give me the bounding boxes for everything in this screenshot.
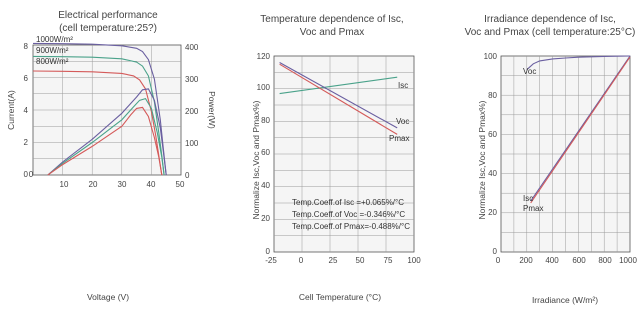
series-line-voc xyxy=(526,55,631,71)
chart1-ytick-right: 200 xyxy=(185,107,199,116)
chart1-ytick-right: 0 xyxy=(185,171,190,180)
chart2-annotation-isc: Temp.Coeff.of Isc =+0.065%/°C xyxy=(292,198,404,207)
chart2-series-label-isc: Isc xyxy=(398,81,408,90)
chart1-ytick-right: 300 xyxy=(185,75,199,84)
chart3-series xyxy=(526,55,631,204)
chart1-ylabel-right: Power(W) xyxy=(207,91,217,129)
chart1-ytick-left: 2 xyxy=(24,138,29,147)
chart1-ylabel-left: Current(A) xyxy=(6,90,16,130)
chart3-ylabel: Normalize Isc,Voc and Pmax%) xyxy=(477,100,487,219)
chart2-title: Temperature dependence of Isc, xyxy=(260,14,403,25)
chart1-title: Electrical performance xyxy=(58,10,158,21)
chart2-xtick: 50 xyxy=(356,256,365,265)
series-line-voc xyxy=(279,62,398,129)
chart2-xtick: 25 xyxy=(329,256,338,265)
chart1-legend-1000: 1000W/m² xyxy=(36,35,73,44)
chart3-title: Irradiance dependence of Isc, xyxy=(484,14,616,25)
power-curve-4 xyxy=(47,97,165,176)
chart2-xtick: 0 xyxy=(299,256,304,265)
chart2-xtick: 100 xyxy=(407,256,421,265)
chart1-legend-800: 800W/m² xyxy=(36,57,69,66)
chart2-ytick: 80 xyxy=(261,116,270,125)
chart1-xtick: 20 xyxy=(89,180,98,189)
chart-irradiance-dependence: Irradiance dependence of Isc, Voc and Pm… xyxy=(465,14,638,305)
iv-curve-2 xyxy=(32,70,163,176)
chart3-xtick: 1000 xyxy=(619,256,637,265)
chart1-ytick-left: 8 xyxy=(24,42,29,51)
series-line-isc xyxy=(279,76,398,95)
chart1-subtitle: (cell temperature:25?) xyxy=(59,23,157,34)
chart3-ytick: 0 xyxy=(493,247,498,256)
chart1-ytick-left: 4 xyxy=(24,106,29,115)
iv-curve-1 xyxy=(32,55,165,176)
chart3-grid xyxy=(501,56,630,252)
chart2-series xyxy=(279,62,398,135)
power-curve-5 xyxy=(47,106,163,176)
chart2-grid xyxy=(274,56,414,252)
chart2-annotation-voc: Temp.Coeff.of Voc =-0.346%/°C xyxy=(292,210,405,219)
chart3-ytick: 80 xyxy=(488,91,497,100)
series-line-pmax xyxy=(279,63,398,135)
chart3-series-label-voc: Voc xyxy=(523,67,536,76)
chart-temperature-dependence: Temperature dependence of Isc, Voc and P… xyxy=(251,14,421,302)
chart3-ytick: 100 xyxy=(484,52,498,61)
chart2-ytick: 0 xyxy=(266,247,271,256)
chart1-ytick-left: 6 xyxy=(24,74,29,83)
chart3-xtick: 800 xyxy=(598,256,612,265)
chart3-xtick: 400 xyxy=(545,256,559,265)
chart3-xtick: 0 xyxy=(496,256,501,265)
chart1-xtick: 0 xyxy=(29,170,34,179)
chart3-xtick: 600 xyxy=(572,256,586,265)
chart1-ticks: 0 10 20 30 40 50 0 2 4 6 8 0 100 200 300… xyxy=(24,42,199,189)
chart2-annotation-pmax: Temp.Coeff.of Pmax=-0.488%/°C xyxy=(292,222,410,231)
chart1-xtick: 30 xyxy=(118,180,127,189)
chart1-xtick: 10 xyxy=(60,180,69,189)
chart1-xtick: 50 xyxy=(176,180,185,189)
iv-curve-0 xyxy=(32,42,167,176)
series-line-pmax xyxy=(530,56,631,204)
chart2-series-label-pmax: Pmax xyxy=(389,134,409,143)
chart3-series-label-pmax: Pmax xyxy=(523,204,543,213)
series-line-isc xyxy=(530,55,631,202)
chart3-subtitle: Voc and Pmax (cell temperature:25°C) xyxy=(465,27,636,38)
chart2-ytick: 40 xyxy=(261,181,270,190)
chart2-ytick: 20 xyxy=(261,214,270,223)
chart2-ytick: 120 xyxy=(257,52,271,61)
chart-electrical-performance: Electrical performance (cell temperature… xyxy=(6,10,217,302)
chart1-ytick-right: 100 xyxy=(185,139,199,148)
chart1-xtick: 40 xyxy=(147,180,156,189)
chart1-series xyxy=(32,42,167,176)
chart1-xlabel: Voltage (V) xyxy=(87,292,129,302)
chart3-xlabel: Irradiance (W/m²) xyxy=(532,295,598,305)
chart3-ticks: 0 200 400 600 800 1000 0 20 40 60 80 100 xyxy=(484,52,638,265)
chart1-ytick-right: 400 xyxy=(185,43,199,52)
chart1-legend-900: 900W/m² xyxy=(36,46,69,55)
chart2-subtitle: Voc and Pmax xyxy=(300,27,364,38)
chart3-ytick: 20 xyxy=(488,208,497,217)
chart2-series-label-voc: Voc xyxy=(396,117,409,126)
chart2-ytick: 100 xyxy=(257,83,271,92)
chart2-ytick: 60 xyxy=(261,148,270,157)
chart3-ytick: 40 xyxy=(488,169,497,178)
chart2-ticks: -25 0 25 50 75 100 0 20 40 60 80 100 120 xyxy=(257,52,422,265)
power-curve-3 xyxy=(47,88,167,176)
chart2-xlabel: Cell Temperature (°C) xyxy=(299,292,381,302)
chart3-ytick: 60 xyxy=(488,130,497,139)
chart3-series-label-isc: Isc xyxy=(523,194,533,203)
chart2-xtick: -25 xyxy=(265,256,277,265)
chart2-xtick: 75 xyxy=(384,256,393,265)
chart2-ylabel: Normalize Isc,Voc and Pmax%) xyxy=(251,100,261,219)
chart1-ytick-left: 0 xyxy=(24,170,29,179)
chart3-xtick: 200 xyxy=(519,256,533,265)
